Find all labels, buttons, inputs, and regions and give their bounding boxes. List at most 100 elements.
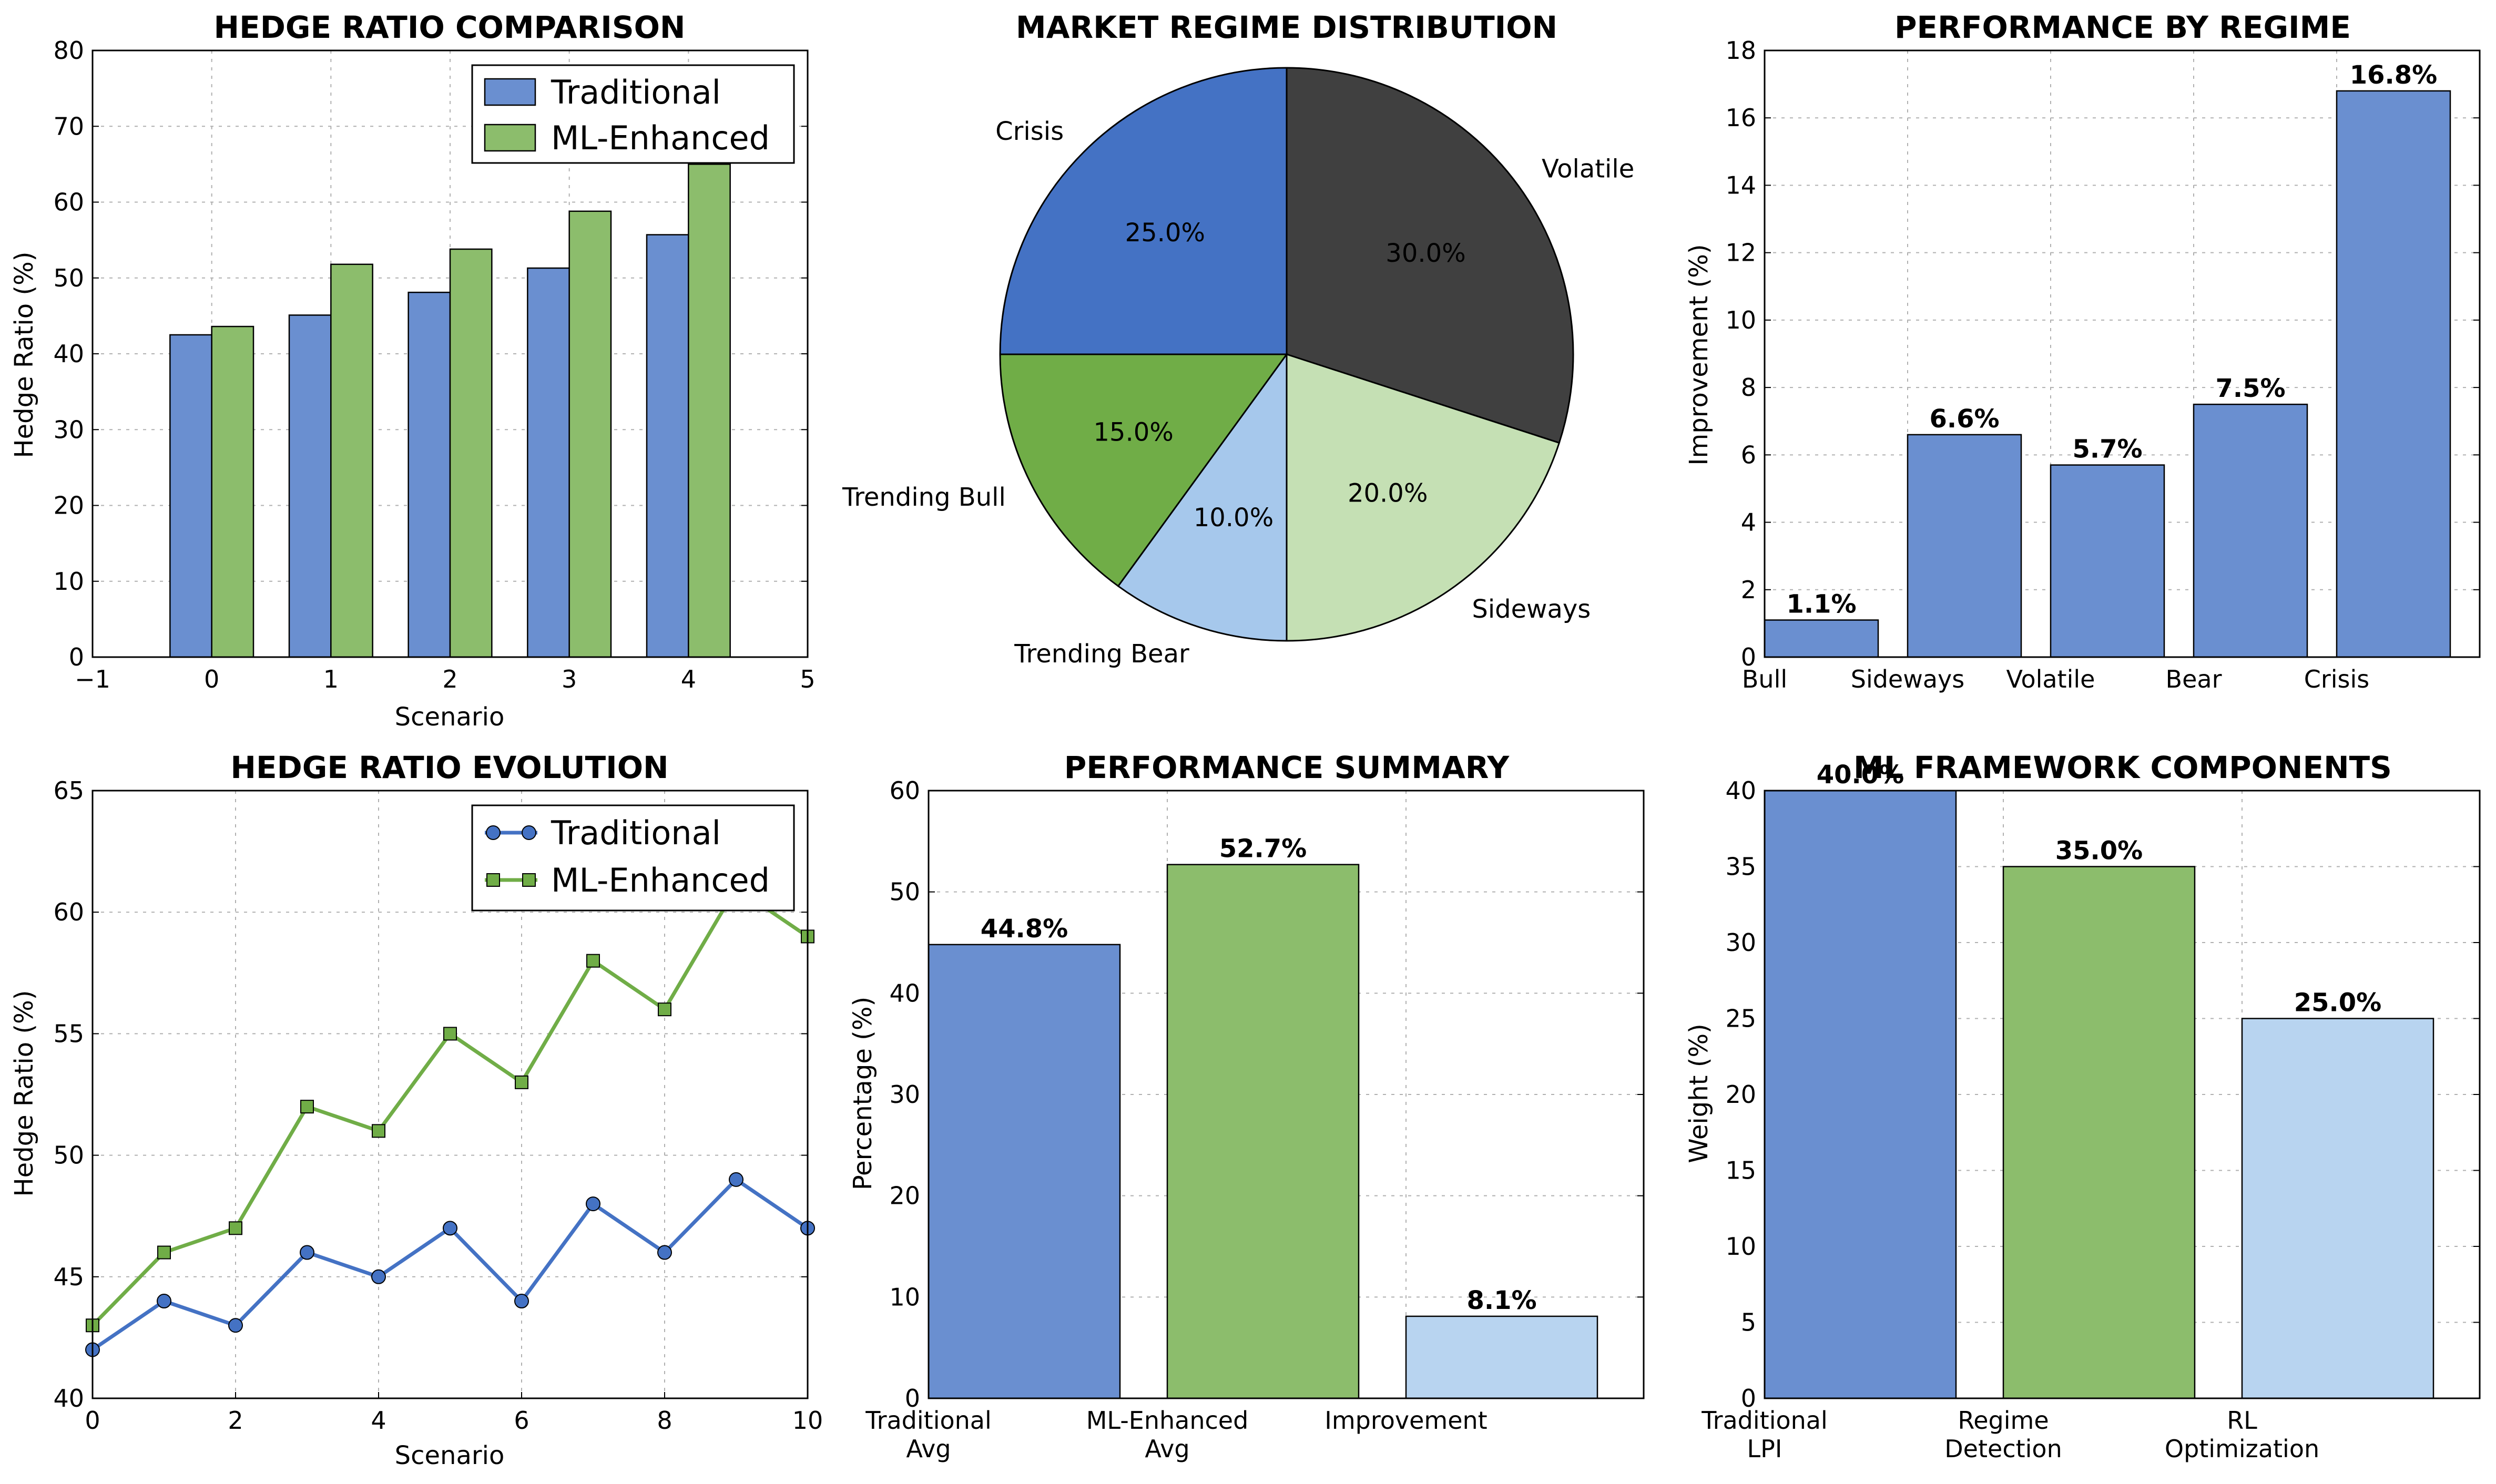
y-tick-label: 16 xyxy=(1725,104,1756,132)
data-point xyxy=(443,1027,457,1041)
x-tick-label: Crisis xyxy=(2304,665,2370,693)
legend-marker xyxy=(486,825,501,840)
series-line-traditional xyxy=(91,1177,809,1352)
y-axis-label: Improvement (%) xyxy=(1684,244,1714,465)
panel-performance-by-regime: PERFORMANCE BY REGIME Improvement (%) 0 2… xyxy=(1684,9,2481,693)
x-tick-label: Bear xyxy=(2166,665,2222,693)
y-tick-label: 40 xyxy=(1725,776,1756,805)
bar xyxy=(1764,790,1957,1399)
y-tick-label: 0 xyxy=(905,1384,920,1413)
y-tick-label: 4 xyxy=(1741,508,1756,537)
x-tick-label: Traditional xyxy=(1701,1406,1828,1435)
legend-label: ML-Enhanced xyxy=(551,119,770,157)
y-tick-label: 20 xyxy=(53,492,84,520)
bar xyxy=(2193,403,2308,658)
y-tick-label: 10 xyxy=(889,1283,920,1311)
data-point xyxy=(657,1245,672,1260)
x-tick-label: 8 xyxy=(657,1406,672,1435)
pie-category-label: Trending Bear xyxy=(1014,639,1189,669)
data-point xyxy=(658,1002,671,1017)
data-point xyxy=(371,1269,386,1284)
y-tick-label: 50 xyxy=(53,264,84,292)
x-tick-label: 6 xyxy=(514,1406,529,1435)
data-label: 40.0% xyxy=(1817,760,1904,790)
legend-label: ML-Enhanced xyxy=(551,861,770,899)
panel-market-regime-distribution: MARKET REGIME DISTRIBUTION 30.0% Volatile… xyxy=(842,9,1634,669)
x-tick-label: 5 xyxy=(800,665,815,693)
chart-title: MARKET REGIME DISTRIBUTION xyxy=(1016,9,1557,45)
pie-category-label: Trending Bull xyxy=(842,483,1006,512)
y-tick-label: 40 xyxy=(53,340,84,368)
data-label: 16.8% xyxy=(2350,60,2438,90)
y-tick-label: 50 xyxy=(889,878,920,906)
x-tick-label: Sideways xyxy=(1851,665,1964,693)
y-axis-label: Percentage (%) xyxy=(848,997,878,1190)
y-tick-label: 20 xyxy=(1725,1080,1756,1109)
y-tick-label: 65 xyxy=(53,776,84,805)
y-tick-label: 60 xyxy=(889,776,920,805)
pie-category-label: Crisis xyxy=(995,117,1064,146)
data-label: 35.0% xyxy=(2055,836,2143,866)
x-tick-label: 0 xyxy=(85,1406,100,1435)
data-point xyxy=(157,1245,171,1260)
x-tick-label: Avg xyxy=(906,1435,951,1463)
data-label: 8.1% xyxy=(1466,1286,1536,1315)
plot-frame xyxy=(928,790,1645,1399)
bar xyxy=(1764,619,1879,658)
panel-ml-framework-components: ML FRAMEWORK COMPONENTS Weight (%) 0 5 10 1… xyxy=(1684,750,2481,1463)
y-tick-label: 2 xyxy=(1741,576,1756,604)
x-tick-label: 4 xyxy=(681,665,696,693)
y-tick-label: 6 xyxy=(1741,441,1756,469)
bar xyxy=(1907,434,2022,658)
y-tick-label: 10 xyxy=(53,567,84,596)
y-tick-label: 14 xyxy=(1725,171,1756,199)
bar-ml-enhanced xyxy=(568,210,612,658)
y-tick-label: 18 xyxy=(1725,36,1756,65)
pie-percent-label: 20.0% xyxy=(1348,479,1428,508)
y-axis-label: Hedge Ratio (%) xyxy=(9,990,39,1197)
y-tick-label: 35 xyxy=(1725,853,1756,881)
y-tick-label: 10 xyxy=(1725,306,1756,334)
bar-traditional xyxy=(169,334,212,658)
legend-swatch xyxy=(484,78,536,106)
y-tick-label: 30 xyxy=(53,415,84,444)
y-tick-label: 0 xyxy=(1741,643,1756,671)
bar xyxy=(928,944,1121,1399)
x-tick-label: Volatile xyxy=(2006,665,2095,693)
y-tick-label: 80 xyxy=(53,36,84,65)
x-tick-label: 4 xyxy=(371,1406,386,1435)
y-tick-label: 30 xyxy=(889,1080,920,1109)
data-label: 5.7% xyxy=(2072,435,2142,464)
data-point xyxy=(229,1221,242,1235)
x-tick-label: 10 xyxy=(792,1406,823,1435)
bar-traditional xyxy=(646,234,689,658)
data-label: 25.0% xyxy=(2294,988,2382,1018)
x-tick-label: 0 xyxy=(204,665,219,693)
bar xyxy=(2002,866,2196,1399)
data-point xyxy=(443,1221,457,1236)
y-tick-label: 45 xyxy=(53,1263,84,1291)
x-tick-label: 1 xyxy=(323,665,339,693)
x-tick-label: Bull xyxy=(1742,665,1787,693)
series-line-ml-enhanced xyxy=(91,885,809,1327)
x-tick-label: Avg xyxy=(1145,1435,1189,1463)
chart-title: PERFORMANCE BY REGIME xyxy=(1894,9,2351,45)
legend-label: Traditional xyxy=(551,814,721,852)
x-tick-label: Regime xyxy=(1958,1406,2049,1435)
x-tick-label: Detection xyxy=(1944,1435,2062,1463)
data-label: 44.8% xyxy=(981,914,1068,944)
chart-title: HEDGE RATIO EVOLUTION xyxy=(230,750,668,785)
bar-ml-enhanced xyxy=(688,163,731,658)
pie-slice xyxy=(999,353,1288,588)
pie-percent-label: 15.0% xyxy=(1093,417,1173,447)
pie-percent-label: 10.0% xyxy=(1194,503,1274,533)
chart-title: ML FRAMEWORK COMPONENTS xyxy=(1853,750,2392,785)
bar xyxy=(2241,1018,2434,1399)
pie-category-label: Volatile xyxy=(1542,155,1634,184)
x-tick-label: RL xyxy=(2227,1406,2257,1435)
plot-frame xyxy=(1764,790,2481,1399)
y-tick-label: 0 xyxy=(69,643,84,671)
legend-swatch xyxy=(484,124,536,152)
legend xyxy=(471,804,795,912)
x-tick-label: LPI xyxy=(1747,1435,1782,1463)
